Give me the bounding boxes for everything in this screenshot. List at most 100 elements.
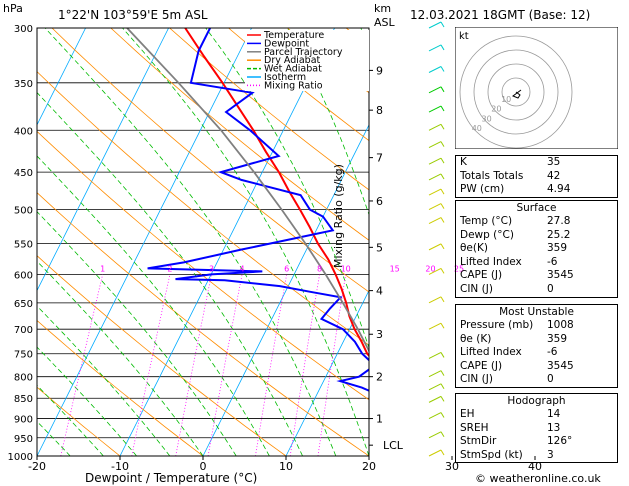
wind-barb-flag — [440, 449, 445, 456]
km-tick-label: 8 — [376, 104, 383, 117]
x-tick-label: 10 — [279, 460, 293, 473]
wind-barb — [428, 395, 442, 403]
wind-barb — [428, 296, 442, 304]
row-value: 359 — [547, 332, 568, 345]
dry-adiabat-line — [37, 319, 204, 456]
mixing-ratio-label: 25 — [454, 264, 464, 273]
wind-barb-flag — [440, 370, 445, 376]
row-label: CIN (J) — [460, 282, 493, 295]
hodograph-title: Hodograph — [507, 395, 566, 407]
hodograph-kt-label: kt — [459, 31, 469, 42]
table-row: Temp (°C) 27.8 — [456, 215, 617, 229]
km-tick-label: 4 — [376, 285, 383, 298]
dry-adiabat-line — [37, 71, 369, 346]
datetime-label: 12.03.2021 18GMT (Base: 12) — [410, 8, 591, 22]
x-tick-label: -20 — [28, 460, 46, 473]
mixing-ratio-label: 4 — [240, 264, 245, 273]
wet-adiabat-line — [37, 420, 71, 456]
wind-barb-flag — [440, 44, 445, 51]
plot-frame — [36, 27, 370, 457]
mixing-ratio-axis-label: Mixing Ratio (g/kg) — [332, 164, 345, 268]
dry-adiabat-line — [169, 28, 369, 191]
row-label: SREH — [460, 421, 489, 434]
dry-adiabat-line — [37, 255, 287, 456]
table-row: K 35 — [456, 156, 617, 170]
row-value: 0 — [547, 373, 554, 386]
wind-barb — [428, 188, 442, 196]
wind-barb-flag — [440, 188, 445, 195]
mixing-ratio-line — [289, 274, 320, 456]
profile-lines — [126, 28, 369, 392]
pressure-tick-label: 750 — [14, 350, 33, 361]
wind-barb — [428, 44, 442, 52]
hodograph-ring — [487, 63, 545, 121]
pressure-tick-label: 700 — [14, 325, 33, 336]
table-row: EH 14 — [456, 408, 617, 422]
hodograph-ring — [459, 35, 573, 149]
location-label: 1°22'N 103°59'E 5m ASL — [58, 8, 208, 22]
wind-barb — [428, 412, 442, 419]
wet-adiabat-line — [286, 28, 369, 216]
mixing-ratio-line — [370, 274, 395, 456]
row-label: CAPE (J) — [460, 269, 503, 282]
most-unstable-table: Most Unstable Pressure (mb) 1008 θe (K) 359… — [455, 304, 618, 388]
wind-barb — [428, 203, 442, 211]
row-label: Totals Totals — [460, 169, 524, 182]
mixing-ratio-line — [317, 274, 347, 456]
wind-barb-flag — [440, 383, 445, 390]
wind-barb — [428, 370, 442, 378]
wind-barb — [428, 66, 442, 73]
table-row: CAPE (J) 3545 — [456, 360, 617, 374]
pressure-tick-label: 400 — [14, 126, 33, 137]
wind-barb-flag — [440, 21, 445, 28]
wet-adiabat-line — [37, 92, 303, 456]
table-row: CIN (J) 0 — [456, 283, 617, 297]
mixing-ratio-label: 10 — [341, 264, 351, 273]
isotherm-line — [285, 289, 369, 456]
pressure-tick-label: 900 — [14, 415, 33, 426]
table-row: CAPE (J) 3545 — [456, 269, 617, 283]
mixing-ratio-line — [131, 274, 171, 456]
series-dewpoint — [147, 28, 369, 392]
row-value: 3 — [547, 448, 554, 461]
wind-barb — [428, 243, 442, 251]
row-label: K — [460, 156, 467, 168]
isotherm-line — [202, 124, 369, 456]
wind-barb-flag — [440, 124, 445, 130]
dry-adiabat-line — [37, 192, 369, 456]
asl-unit-label: ASL — [374, 16, 395, 29]
km-tick-label: LCL — [383, 439, 404, 452]
mixing-ratio-line — [255, 274, 288, 456]
wind-barb — [428, 86, 442, 94]
wet-adiabat-line — [37, 211, 237, 456]
row-label: CIN (J) — [460, 373, 493, 386]
surface-table: Surface Temp (°C) 27.8 Dewp (°C) 25.2 θe(K) 3… — [455, 200, 618, 298]
wind-barb-flag — [440, 268, 445, 274]
row-value: 3545 — [547, 269, 574, 282]
legend-label: Mixing Ratio — [264, 80, 323, 91]
wind-barb — [428, 141, 442, 149]
isotherm-line — [618, 28, 629, 456]
x-axis-label: Dewpoint / Temperature (°C) — [85, 471, 258, 485]
wind-barb — [428, 431, 442, 439]
legend-background — [245, 30, 369, 91]
row-label: Lifted Index — [460, 255, 522, 268]
row-value: 4.94 — [547, 183, 571, 196]
pressure-tick-label: 850 — [14, 394, 33, 405]
mixing-ratio-line — [207, 274, 243, 456]
pressure-tick-label: 600 — [14, 270, 33, 281]
km-tick-label: 7 — [376, 152, 383, 165]
pressure-tick-label: 350 — [14, 79, 33, 90]
pressure-tick-label: 500 — [14, 206, 33, 217]
credit-label: © weatheronline.co.uk — [475, 472, 601, 485]
wet-adiabat-line — [44, 28, 337, 456]
table-row: θe(K) 359 — [456, 242, 617, 256]
mixing-ratio-label: 6 — [284, 264, 289, 273]
table-row: Lifted Index -6 — [456, 256, 617, 270]
row-label: Temp (°C) — [460, 215, 513, 227]
